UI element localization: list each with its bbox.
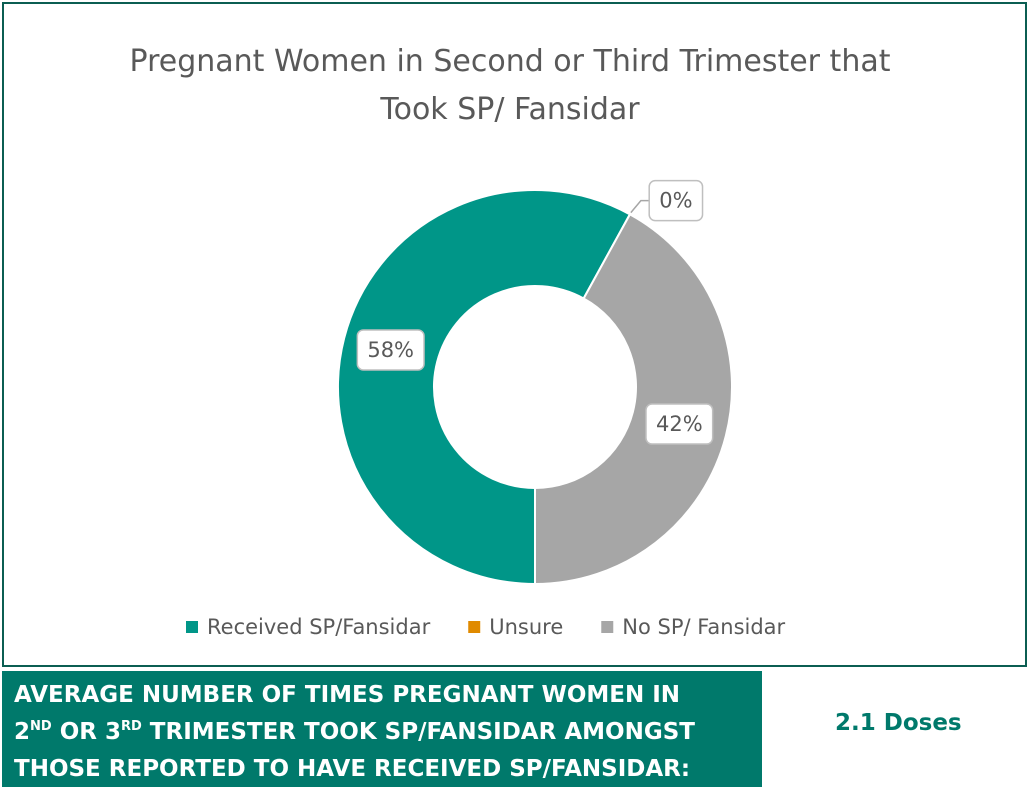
legend-swatch [186,621,198,633]
legend-label: No SP/ Fansidar [622,615,785,639]
legend-label: Received SP/Fansidar [207,615,431,639]
callout-line: THOSE REPORTED TO HAVE RECEIVED SP/FANSI… [14,751,762,788]
data-label: 58% [367,338,414,362]
data-label: 42% [656,412,703,436]
callout-text: AVERAGE NUMBER OF TIMES PREGNANT WOMEN I… [14,682,681,708]
callout-text: 2 [14,719,31,745]
donut-slice [534,213,733,586]
leader-line [630,199,652,214]
callout-line: 2ND OR 3RD TRIMESTER TOOK SP/FANSIDAR AM… [14,714,762,751]
data-label-box [645,403,714,445]
callout-text: THOSE REPORTED TO HAVE RECEIVED SP/FANSI… [14,756,691,782]
callout-label: AVERAGE NUMBER OF TIMES PREGNANT WOMEN I… [2,671,762,787]
donut-slice [337,189,632,586]
chart-title: Pregnant Women in Second or Third Trimes… [129,44,891,127]
legend-label: Unsure [489,615,563,639]
chart-frame [2,2,1027,667]
callout-text: TRIMESTER TOOK SP/FANSIDAR AMONGST [141,719,695,745]
data-label-box [356,329,425,371]
callout-text: OR 3 [51,719,121,745]
callout-value: 2.1 Doses [835,710,962,736]
legend-swatch [601,621,614,633]
callout-line: AVERAGE NUMBER OF TIMES PREGNANT WOMEN I… [14,677,762,714]
data-label-box [648,179,704,222]
callout-text: ND [30,719,52,734]
legend-swatch [468,621,481,633]
data-label: 0% [659,189,692,213]
callout-text: RD [120,719,142,734]
